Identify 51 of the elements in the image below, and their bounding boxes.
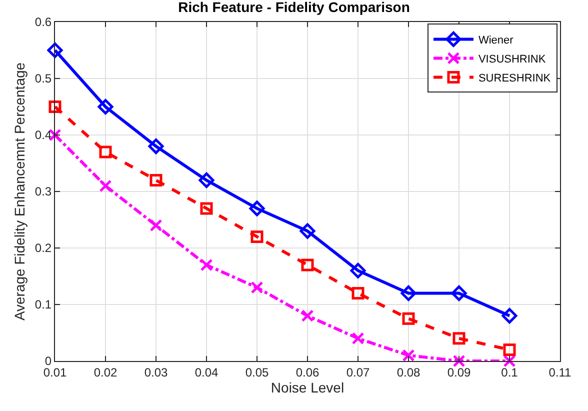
y-tick-label: 0.4 xyxy=(34,128,52,142)
point xyxy=(99,146,112,158)
point xyxy=(352,286,364,300)
y-tick-label: 0.1 xyxy=(34,298,52,312)
point xyxy=(200,202,213,215)
y-tick-label: 0.6 xyxy=(34,15,52,30)
point xyxy=(400,285,416,301)
point xyxy=(502,308,518,324)
x-tick-label: 0.09 xyxy=(447,365,471,380)
point xyxy=(148,138,164,154)
y-tick-label: 0.3 xyxy=(34,184,52,199)
point xyxy=(200,258,213,272)
point xyxy=(99,180,112,192)
x-tick-label: 0.11 xyxy=(548,365,572,380)
point xyxy=(402,312,415,325)
point xyxy=(451,285,467,301)
point xyxy=(452,354,466,368)
x-tick-label: 0.05 xyxy=(245,365,269,380)
x-tick-label: 0.07 xyxy=(346,365,370,380)
point xyxy=(198,172,214,188)
point xyxy=(402,349,415,362)
point xyxy=(150,174,162,186)
x-tick-label: 0.08 xyxy=(396,365,420,380)
y-tick-label: 0.5 xyxy=(34,72,52,86)
x-axis-title: Noise Level xyxy=(270,380,344,396)
point xyxy=(352,332,364,345)
chart-title: Rich Feature - Fidelity Comparison xyxy=(178,0,410,15)
y-tick-label: 0.2 xyxy=(34,241,52,256)
point xyxy=(150,219,162,232)
legend-label: VISUSHRINK xyxy=(478,53,546,66)
point xyxy=(350,262,366,278)
point xyxy=(503,343,516,356)
point xyxy=(301,310,314,322)
y-axis-title: Average Fidelity Enhancemnt Percentage xyxy=(12,62,28,321)
x-tick-label: 0.04 xyxy=(194,365,218,380)
legend-label: SURESHRINK xyxy=(478,72,552,84)
point xyxy=(250,281,264,294)
point xyxy=(300,223,316,239)
point xyxy=(452,332,466,345)
point xyxy=(250,230,264,243)
point xyxy=(47,42,63,58)
point xyxy=(98,99,114,114)
x-tick-label: 0.06 xyxy=(296,365,320,380)
point xyxy=(301,258,314,272)
point xyxy=(249,200,265,216)
x-tick-label: 0.1 xyxy=(501,365,518,380)
x-tick-label: 0.02 xyxy=(94,365,118,380)
legend-label: Wiener xyxy=(478,34,514,46)
point xyxy=(503,354,516,368)
x-tick-label: 0.03 xyxy=(144,365,168,380)
point xyxy=(48,100,62,113)
